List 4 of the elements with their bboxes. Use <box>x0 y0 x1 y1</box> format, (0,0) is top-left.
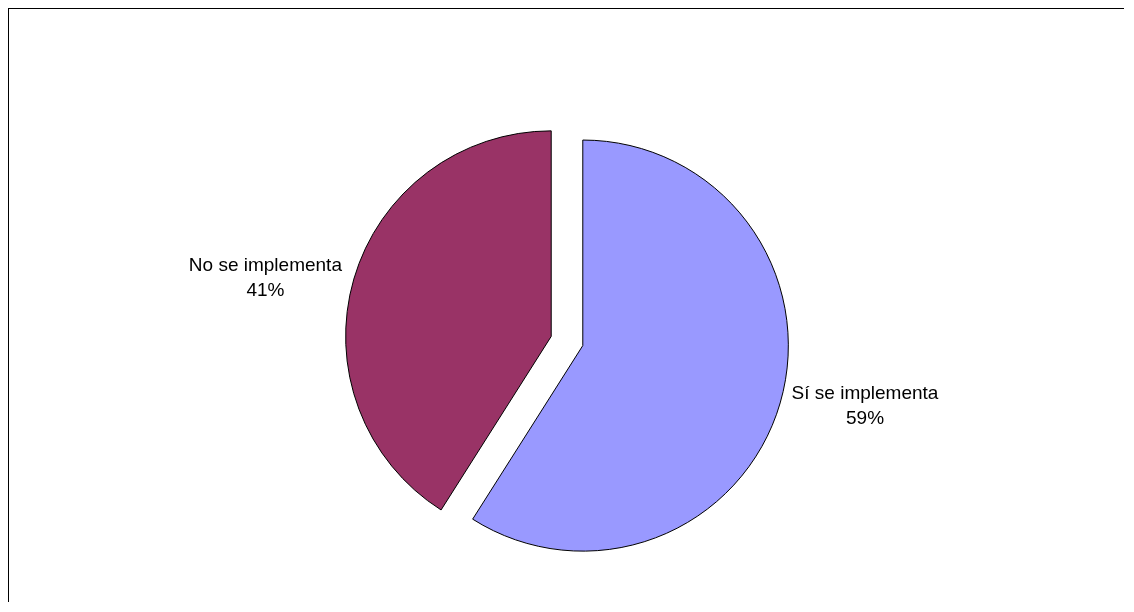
slice-label: No se implementa <box>188 254 343 276</box>
slice-label: Sí se implementa <box>791 381 939 403</box>
data-label: 41% <box>246 279 285 301</box>
data-label: 59% <box>845 406 885 428</box>
